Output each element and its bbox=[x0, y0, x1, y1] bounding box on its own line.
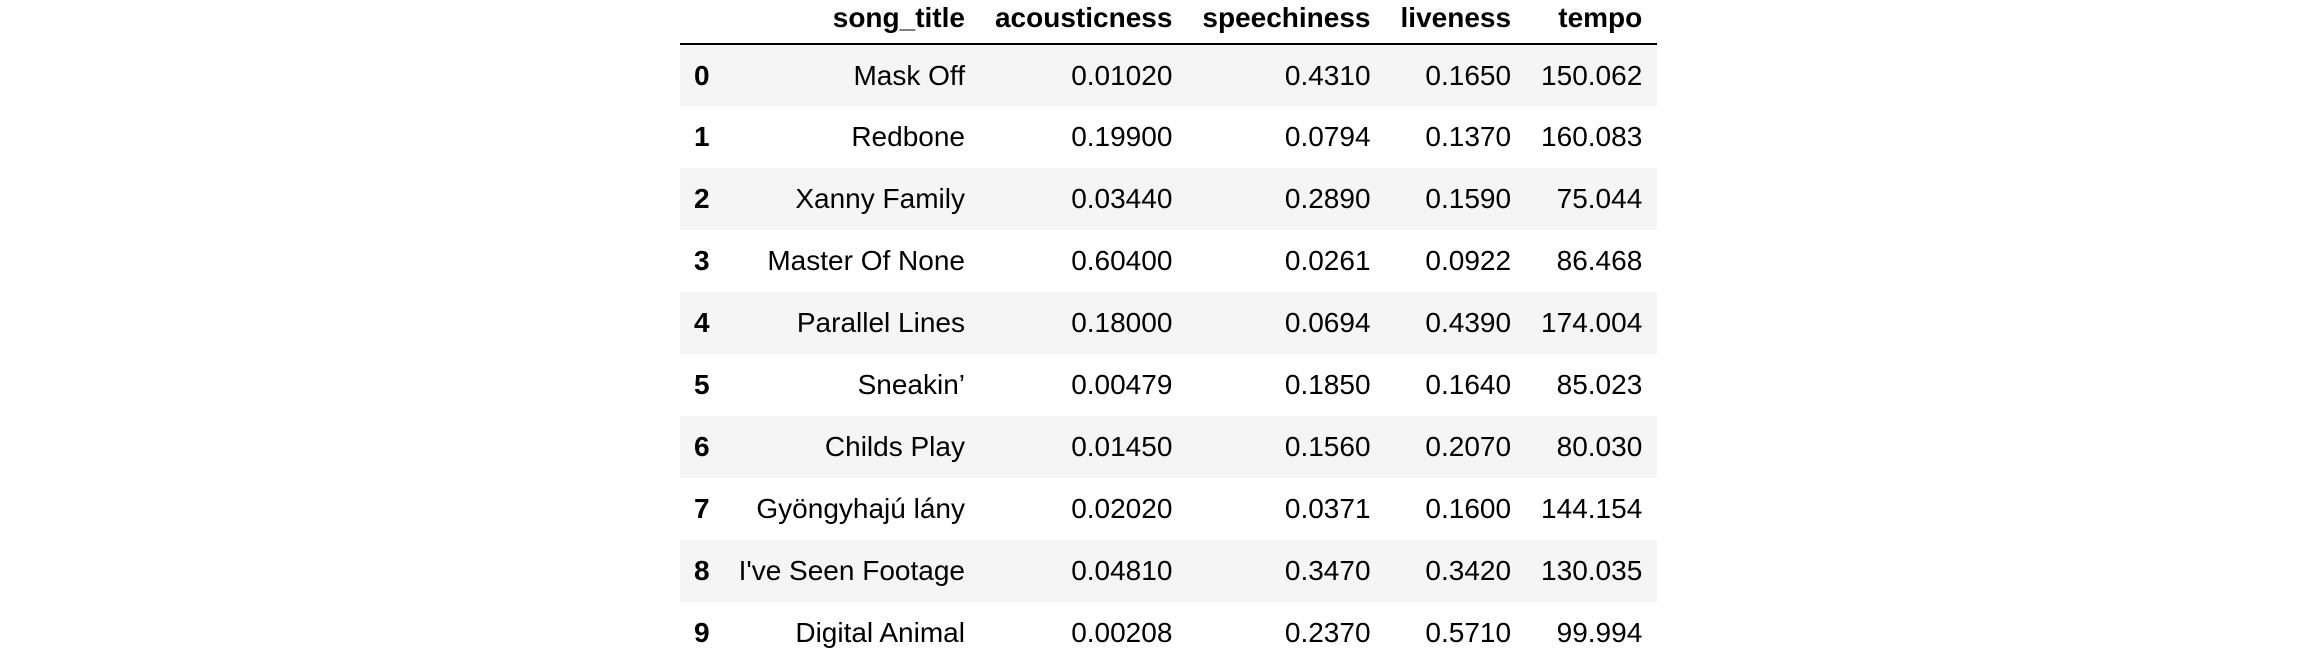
table-row: 7 Gyöngyhajú lány 0.02020 0.0371 0.1600 … bbox=[680, 478, 1658, 540]
table-row: 5 Sneakin’ 0.00479 0.1850 0.1640 85.023 bbox=[680, 354, 1658, 416]
cell-acousticness: 0.01020 bbox=[1071, 59, 1173, 91]
cell-speechiness: 0.3470 bbox=[1284, 555, 1371, 586]
cell-speechiness: 0.2370 bbox=[1284, 617, 1371, 648]
row-index: 6 bbox=[694, 431, 710, 462]
header-row: song_title acousticness speechiness live… bbox=[680, 0, 1658, 45]
table-row: 2 Xanny Family 0.03440 0.2890 0.1590 75.… bbox=[680, 168, 1658, 230]
cell-song-title: Sneakin’ bbox=[857, 369, 965, 400]
cell-song-title: I've Seen Footage bbox=[738, 555, 965, 586]
cell-liveness: 0.1370 bbox=[1425, 121, 1512, 152]
row-index: 5 bbox=[694, 369, 710, 400]
row-index: 3 bbox=[694, 245, 710, 276]
cell-speechiness: 0.1850 bbox=[1284, 369, 1371, 400]
cell-tempo: 150.062 bbox=[1541, 59, 1643, 91]
table-header: song_title acousticness speechiness live… bbox=[680, 0, 1658, 45]
cell-speechiness: 0.4310 bbox=[1284, 59, 1371, 91]
cell-song-title: Gyöngyhajú lány bbox=[756, 493, 965, 524]
cell-speechiness: 0.2890 bbox=[1284, 183, 1371, 214]
cell-acousticness: 0.01450 bbox=[1071, 431, 1173, 462]
cell-tempo: 174.004 bbox=[1541, 307, 1643, 338]
cell-tempo: 75.044 bbox=[1556, 183, 1643, 214]
table-body: 0 Mask Off 0.01020 0.4310 0.1650 150.062… bbox=[680, 44, 1658, 664]
cell-song-title: Parallel Lines bbox=[796, 307, 965, 338]
column-header-tempo: tempo bbox=[1526, 0, 1658, 45]
cell-song-title: Childs Play bbox=[824, 431, 965, 462]
cell-acousticness: 0.00479 bbox=[1071, 369, 1173, 400]
dataframe-table: song_title acousticness speechiness live… bbox=[680, 0, 1658, 664]
cell-acousticness: 0.00208 bbox=[1071, 617, 1173, 648]
cell-tempo: 85.023 bbox=[1556, 369, 1643, 400]
row-index: 9 bbox=[694, 617, 710, 648]
cell-liveness: 0.0922 bbox=[1425, 245, 1512, 276]
index-header bbox=[680, 0, 724, 45]
column-header-liveness: liveness bbox=[1385, 0, 1527, 45]
cell-song-title: Redbone bbox=[851, 121, 965, 152]
cell-song-title: Digital Animal bbox=[795, 617, 965, 648]
cell-speechiness: 0.0794 bbox=[1284, 121, 1371, 152]
row-index: 8 bbox=[694, 555, 710, 586]
cell-acousticness: 0.19900 bbox=[1071, 121, 1173, 152]
cell-song-title: Mask Off bbox=[853, 59, 965, 91]
table-row: 6 Childs Play 0.01450 0.1560 0.2070 80.0… bbox=[680, 416, 1658, 478]
column-header-song-title: song_title bbox=[723, 0, 980, 45]
cell-tempo: 160.083 bbox=[1541, 121, 1643, 152]
cell-speechiness: 0.0261 bbox=[1284, 245, 1371, 276]
cell-liveness: 0.1590 bbox=[1425, 183, 1512, 214]
cell-liveness: 0.1650 bbox=[1425, 59, 1512, 91]
cell-tempo: 144.154 bbox=[1541, 493, 1643, 524]
cell-acousticness: 0.02020 bbox=[1071, 493, 1173, 524]
table-row: 1 Redbone 0.19900 0.0794 0.1370 160.083 bbox=[680, 106, 1658, 168]
cell-acousticness: 0.04810 bbox=[1071, 555, 1173, 586]
cell-song-title: Master Of None bbox=[767, 245, 965, 276]
table-row: 8 I've Seen Footage 0.04810 0.3470 0.342… bbox=[680, 540, 1658, 602]
cell-acousticness: 0.03440 bbox=[1071, 183, 1173, 214]
column-header-speechiness: speechiness bbox=[1187, 0, 1386, 45]
cell-liveness: 0.5710 bbox=[1425, 617, 1512, 648]
cell-speechiness: 0.0371 bbox=[1284, 493, 1371, 524]
cell-tempo: 80.030 bbox=[1556, 431, 1643, 462]
row-index: 1 bbox=[694, 121, 710, 152]
cell-liveness: 0.3420 bbox=[1425, 555, 1512, 586]
table-row: 0 Mask Off 0.01020 0.4310 0.1650 150.062 bbox=[680, 44, 1658, 106]
cell-tempo: 130.035 bbox=[1541, 555, 1643, 586]
row-index: 4 bbox=[694, 307, 710, 338]
table-row: 9 Digital Animal 0.00208 0.2370 0.5710 9… bbox=[680, 602, 1658, 664]
cell-speechiness: 0.0694 bbox=[1284, 307, 1371, 338]
cell-tempo: 99.994 bbox=[1556, 617, 1643, 648]
cell-tempo: 86.468 bbox=[1556, 245, 1643, 276]
row-index: 0 bbox=[694, 59, 710, 91]
cell-liveness: 0.1600 bbox=[1425, 493, 1512, 524]
cell-liveness: 0.4390 bbox=[1425, 307, 1512, 338]
row-index: 7 bbox=[694, 493, 710, 524]
table-row: 3 Master Of None 0.60400 0.0261 0.0922 8… bbox=[680, 230, 1658, 292]
column-header-acousticness: acousticness bbox=[979, 0, 1188, 45]
row-index: 2 bbox=[694, 183, 710, 214]
cell-acousticness: 0.18000 bbox=[1071, 307, 1173, 338]
table-row: 4 Parallel Lines 0.18000 0.0694 0.4390 1… bbox=[680, 292, 1658, 354]
cell-liveness: 0.1640 bbox=[1425, 369, 1512, 400]
cell-liveness: 0.2070 bbox=[1425, 431, 1512, 462]
cell-speechiness: 0.1560 bbox=[1284, 431, 1371, 462]
cell-song-title: Xanny Family bbox=[795, 183, 965, 214]
cell-acousticness: 0.60400 bbox=[1071, 245, 1173, 276]
